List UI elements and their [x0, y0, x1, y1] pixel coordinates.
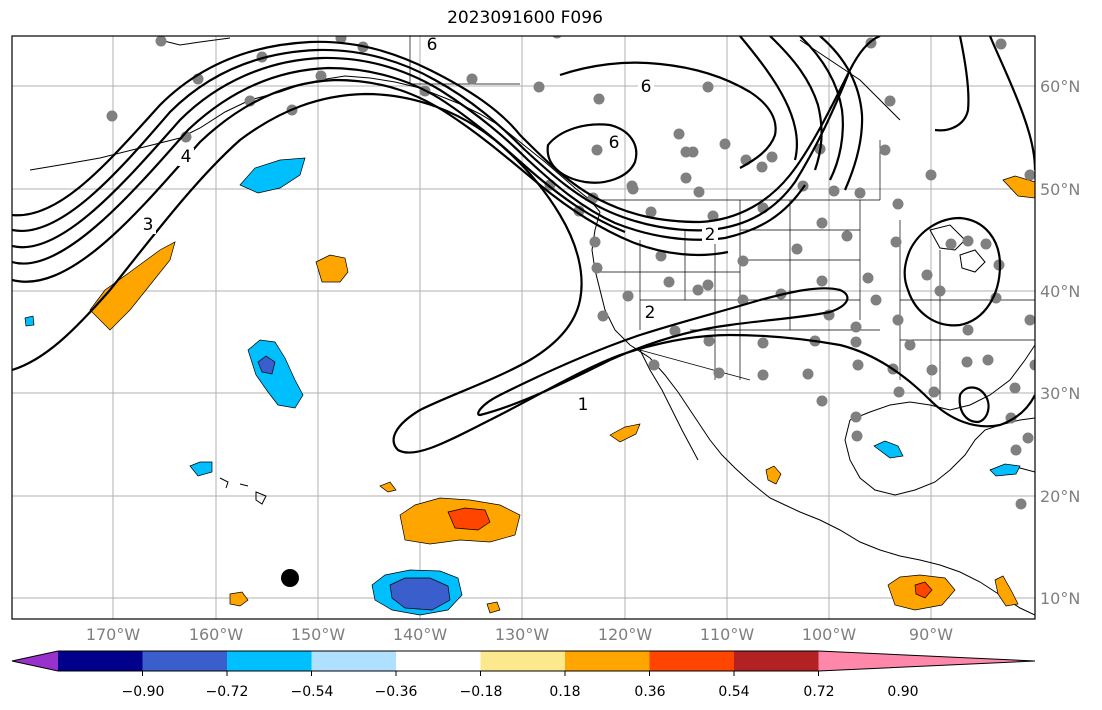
colorbar-tick-label: −0.90	[122, 684, 165, 700]
contour-label: 6	[427, 35, 438, 55]
colorbar-tick-label: −0.72	[206, 684, 249, 700]
latitude-labels: 60°N 50°N 40°N 30°N 20°N 10°N	[1040, 77, 1080, 608]
map-background	[12, 36, 1035, 619]
lat-label: 10°N	[1040, 589, 1080, 608]
colorbar-bin	[734, 651, 819, 671]
colorbar-tick-label: 0.90	[887, 684, 918, 700]
lon-label: 160°W	[189, 625, 244, 644]
lon-label: 130°W	[495, 625, 550, 644]
contour-label: 1	[578, 395, 589, 415]
colorbar-bin	[58, 651, 143, 671]
shaded-anomalies	[24, 157, 1035, 616]
colorbar-outline	[11, 650, 1036, 672]
colorbar-tick-label: 0.72	[803, 684, 834, 700]
colorbar-bin	[649, 651, 735, 671]
colorbar-bin	[480, 651, 566, 671]
contour-label: 4	[181, 147, 192, 167]
colorbar-tick-label: −0.54	[291, 684, 334, 700]
contour-label: 6	[609, 133, 620, 153]
map-title: 2023091600 F096	[447, 8, 603, 28]
contour-labels: 6 6 6 4 3 2 2 1	[140, 35, 718, 415]
colorbar-tick-label: 0.36	[634, 684, 665, 700]
lon-label: 140°W	[393, 625, 448, 644]
colorbar-tick-label: −0.36	[375, 684, 418, 700]
colorbar-tick-label: 0.18	[549, 684, 580, 700]
lon-label: 100°W	[802, 625, 857, 644]
lat-label: 50°N	[1040, 180, 1080, 199]
lon-label: 120°W	[598, 625, 653, 644]
lat-label: 30°N	[1040, 384, 1080, 403]
longitude-labels: 170°W 160°W 150°W 140°W 130°W 120°W 110°…	[86, 625, 953, 644]
colorbar-tick-label: −0.18	[460, 684, 503, 700]
lon-label: 90°W	[909, 625, 953, 644]
colorbar-bin	[227, 651, 312, 671]
colorbar-bin	[565, 651, 650, 671]
colorbar	[11, 650, 1036, 676]
contour-label: 2	[645, 303, 656, 323]
colorbar-bin	[396, 651, 481, 671]
lon-label: 110°W	[700, 625, 755, 644]
contour-label: 6	[641, 77, 652, 97]
contour-label: 3	[143, 215, 154, 235]
lat-label: 40°N	[1040, 282, 1080, 301]
lon-label: 170°W	[86, 625, 141, 644]
colorbar-bin	[142, 651, 228, 671]
lat-label: 20°N	[1040, 487, 1080, 506]
colorbar-tick-label: 0.54	[718, 684, 749, 700]
contour-label: 2	[705, 225, 716, 245]
colorbar-extension-high	[818, 651, 1035, 671]
lat-label: 60°N	[1040, 77, 1080, 96]
contour-lines	[12, 36, 1035, 454]
highlight-station-dot	[281, 569, 299, 587]
map-frame	[11, 35, 1036, 620]
political-borders	[409, 36, 1035, 400]
colorbar-ticks: −0.90 −0.72 −0.54 −0.36 −0.18 0.18 0.36 …	[122, 684, 919, 700]
lon-label: 150°W	[291, 625, 346, 644]
colorbar-extension-low	[12, 651, 58, 671]
station-dots	[106, 36, 1035, 510]
colorbar-bin	[311, 651, 397, 671]
